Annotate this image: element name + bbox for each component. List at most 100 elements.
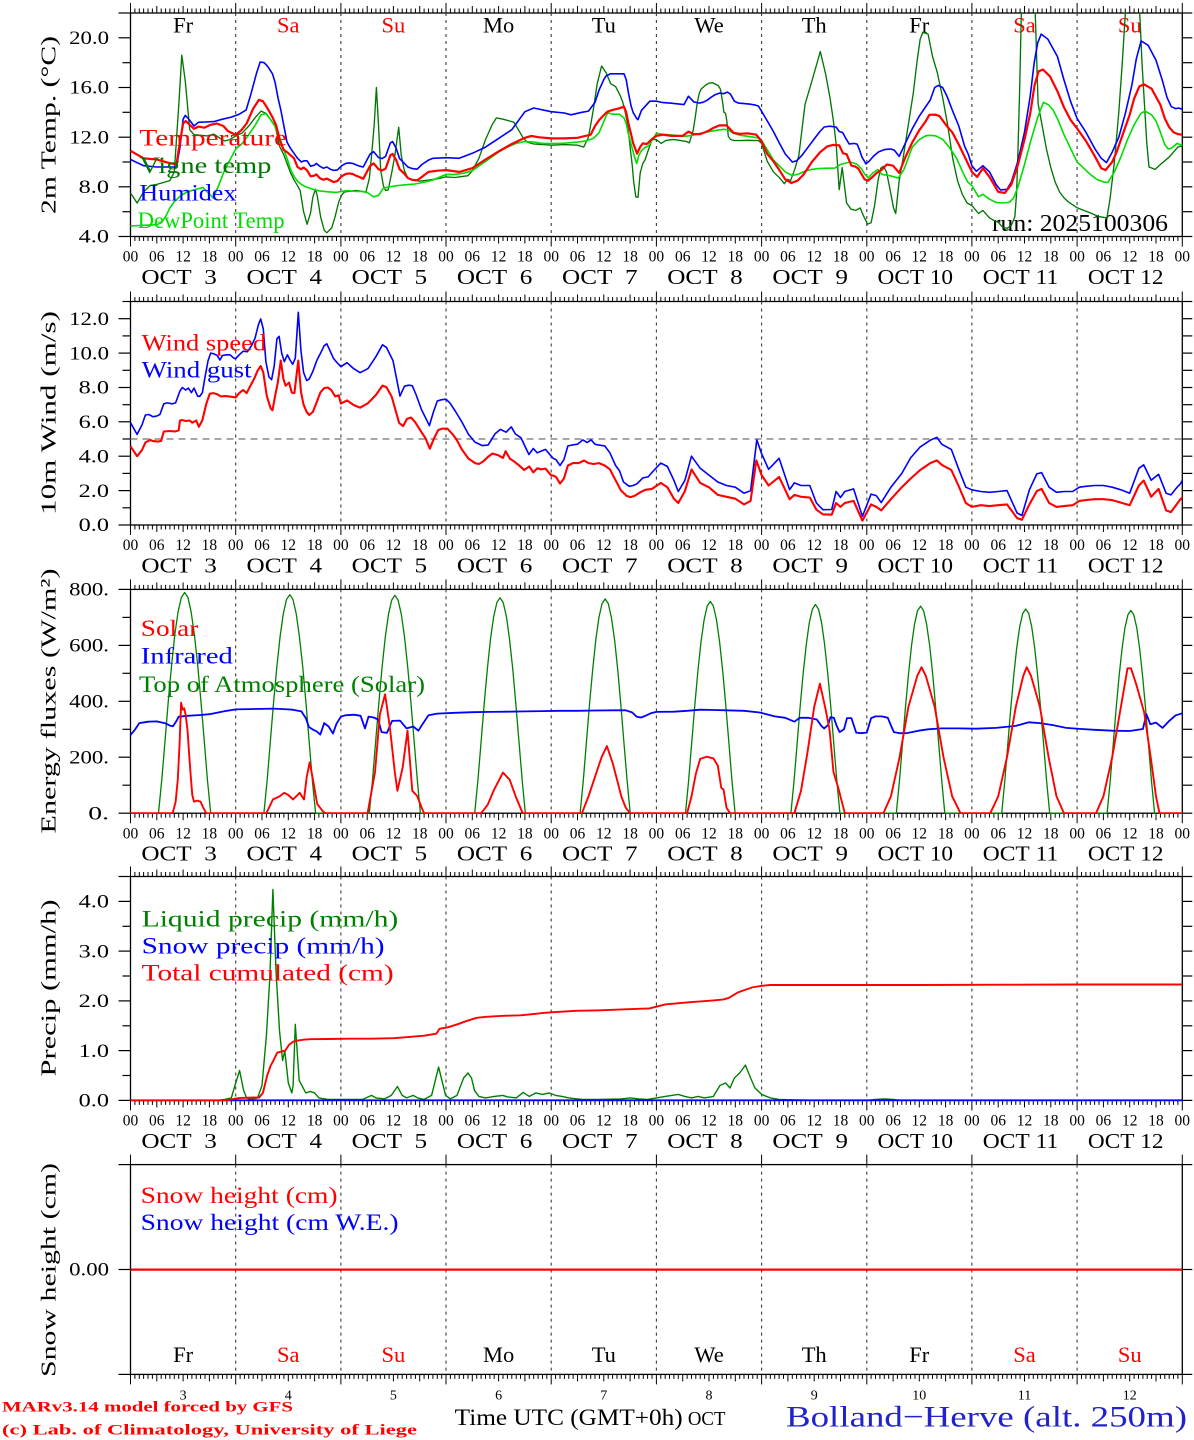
svg-text:06: 06 xyxy=(359,825,375,842)
svg-text:OCT 7: OCT 7 xyxy=(562,554,638,578)
svg-text:Bolland−Herve (alt. 250m): Bolland−Herve (alt. 250m) xyxy=(786,1401,1187,1434)
svg-text:OCT 10: OCT 10 xyxy=(878,1129,954,1153)
svg-text:Total cumulated (cm): Total cumulated (cm) xyxy=(142,961,394,986)
svg-text:OCT 9: OCT 9 xyxy=(772,842,848,866)
svg-text:10: 10 xyxy=(912,1389,926,1404)
svg-text:12: 12 xyxy=(281,249,297,266)
svg-text:06: 06 xyxy=(359,249,375,266)
svg-text:06: 06 xyxy=(359,537,375,554)
svg-text:06: 06 xyxy=(1096,537,1112,554)
svg-text:12: 12 xyxy=(175,537,191,554)
svg-text:20.0: 20.0 xyxy=(69,28,109,49)
svg-text:OCT 8: OCT 8 xyxy=(667,1129,743,1153)
svg-text:OCT 5: OCT 5 xyxy=(352,842,428,866)
svg-text:18: 18 xyxy=(938,249,954,266)
svg-text:12: 12 xyxy=(912,825,928,842)
svg-text:OCT 12: OCT 12 xyxy=(1088,554,1164,578)
svg-text:2.0: 2.0 xyxy=(79,991,109,1012)
svg-text:12: 12 xyxy=(386,1113,402,1130)
svg-text:18: 18 xyxy=(622,249,638,266)
svg-text:12: 12 xyxy=(806,249,822,266)
svg-text:8.0: 8.0 xyxy=(79,177,109,198)
svg-text:OCT 5: OCT 5 xyxy=(352,554,428,578)
svg-text:OCT 11: OCT 11 xyxy=(983,554,1059,578)
svg-text:06: 06 xyxy=(149,825,165,842)
svg-text:OCT 8: OCT 8 xyxy=(667,842,743,866)
svg-text:00: 00 xyxy=(964,537,980,554)
svg-text:16.0: 16.0 xyxy=(69,78,109,99)
svg-text:6.0: 6.0 xyxy=(79,412,109,433)
svg-text:00: 00 xyxy=(123,1113,139,1130)
svg-text:06: 06 xyxy=(1096,249,1112,266)
svg-text:00: 00 xyxy=(649,249,665,266)
svg-text:9: 9 xyxy=(811,1389,818,1404)
svg-text:12: 12 xyxy=(806,1113,822,1130)
svg-text:18: 18 xyxy=(1043,249,1059,266)
svg-text:00: 00 xyxy=(333,1113,349,1130)
svg-text:12: 12 xyxy=(1122,825,1138,842)
svg-text:12: 12 xyxy=(596,825,612,842)
svg-text:0.00: 0.00 xyxy=(69,1260,109,1281)
svg-text:06: 06 xyxy=(990,1113,1006,1130)
svg-text:12.0: 12.0 xyxy=(69,127,109,148)
svg-text:06: 06 xyxy=(570,825,586,842)
svg-text:06: 06 xyxy=(675,537,691,554)
svg-text:12: 12 xyxy=(806,825,822,842)
svg-text:12.0: 12.0 xyxy=(69,309,109,330)
svg-text:18: 18 xyxy=(938,825,954,842)
svg-text:06: 06 xyxy=(570,249,586,266)
svg-text:06: 06 xyxy=(780,537,796,554)
svg-text:12: 12 xyxy=(701,825,717,842)
svg-text:OCT 12: OCT 12 xyxy=(1088,1129,1164,1153)
svg-text:18: 18 xyxy=(622,1113,638,1130)
svg-text:Snow height (cm): Snow height (cm) xyxy=(141,1183,338,1208)
svg-text:00: 00 xyxy=(228,537,244,554)
svg-text:18: 18 xyxy=(517,249,533,266)
svg-text:Time UTC (GMT+0h): Time UTC (GMT+0h) xyxy=(455,1405,683,1430)
svg-text:12: 12 xyxy=(281,825,297,842)
svg-text:OCT 11: OCT 11 xyxy=(983,842,1059,866)
svg-text:18: 18 xyxy=(1148,249,1164,266)
svg-text:00: 00 xyxy=(964,249,980,266)
svg-text:Sa: Sa xyxy=(277,1342,300,1367)
svg-text:06: 06 xyxy=(780,249,796,266)
svg-text:06: 06 xyxy=(149,537,165,554)
svg-text:00: 00 xyxy=(1069,825,1085,842)
svg-text:4.0: 4.0 xyxy=(79,227,109,248)
svg-text:Th: Th xyxy=(802,13,827,38)
svg-text:OCT 4: OCT 4 xyxy=(247,842,323,866)
svg-text:06: 06 xyxy=(465,537,481,554)
svg-text:12: 12 xyxy=(1017,537,1033,554)
svg-text:7: 7 xyxy=(600,1389,607,1404)
svg-text:00: 00 xyxy=(228,1113,244,1130)
svg-text:4.0: 4.0 xyxy=(79,892,109,913)
svg-text:OCT 3: OCT 3 xyxy=(141,554,217,578)
svg-text:OCT 9: OCT 9 xyxy=(772,1129,848,1153)
svg-text:Sa: Sa xyxy=(1013,13,1036,38)
svg-text:12: 12 xyxy=(701,537,717,554)
svg-text:4.0: 4.0 xyxy=(79,446,109,467)
svg-text:18: 18 xyxy=(833,825,849,842)
svg-text:OCT 8: OCT 8 xyxy=(667,554,743,578)
svg-text:00: 00 xyxy=(859,1113,875,1130)
svg-text:OCT 11: OCT 11 xyxy=(983,265,1059,289)
svg-text:12: 12 xyxy=(1017,825,1033,842)
svg-text:2.0: 2.0 xyxy=(79,481,109,502)
svg-text:18: 18 xyxy=(1043,537,1059,554)
svg-text:18: 18 xyxy=(412,1113,428,1130)
svg-text:18: 18 xyxy=(307,537,323,554)
svg-text:12: 12 xyxy=(175,249,191,266)
svg-text:06: 06 xyxy=(990,537,1006,554)
svg-text:12: 12 xyxy=(281,537,297,554)
svg-text:12: 12 xyxy=(596,249,612,266)
svg-text:Top of Atmosphere (Solar): Top of Atmosphere (Solar) xyxy=(139,672,425,697)
svg-text:800.: 800. xyxy=(69,580,109,601)
svg-text:00: 00 xyxy=(1175,249,1191,266)
svg-text:12: 12 xyxy=(806,537,822,554)
svg-text:18: 18 xyxy=(202,537,218,554)
svg-text:00: 00 xyxy=(754,249,770,266)
svg-text:MARv3.14 model forced by GFS: MARv3.14 model forced by GFS xyxy=(2,1400,293,1416)
svg-text:OCT 6: OCT 6 xyxy=(457,842,533,866)
svg-text:12: 12 xyxy=(701,1113,717,1130)
svg-text:12: 12 xyxy=(175,825,191,842)
